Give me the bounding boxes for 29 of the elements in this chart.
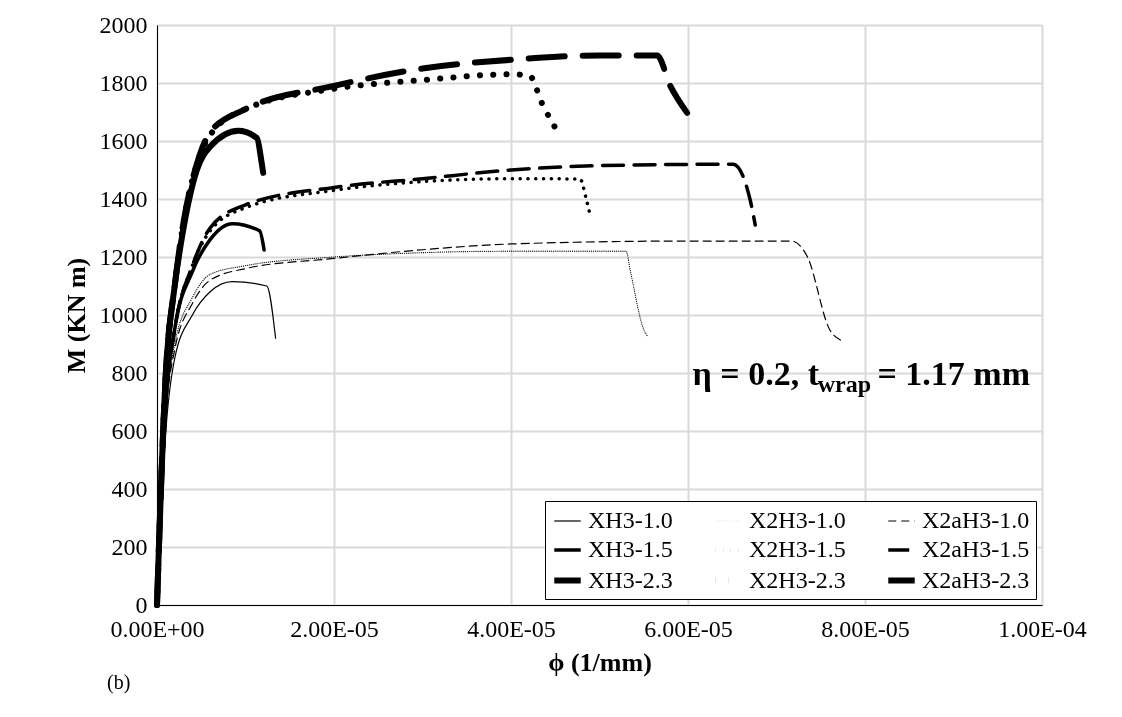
legend-label: X2aH3-2.3 (922, 566, 1030, 593)
legend-label: X2H3-1.0 (749, 507, 846, 533)
y-tick-label: 400 (111, 475, 148, 502)
legend-label: XH3-1.0 (588, 507, 673, 533)
y-tick-label: 1400 (99, 185, 148, 212)
x-tick-label: 6.00E-05 (644, 615, 733, 642)
x-tick-label: 8.00E-05 (821, 615, 910, 642)
x-tick-label: 4.00E-05 (467, 615, 556, 642)
y-tick-label: 0 (135, 591, 148, 618)
legend-label: X2aH3-1.5 (922, 536, 1030, 562)
x-tick-label: 0.00E+00 (110, 615, 205, 642)
legend-label: XH3-1.5 (588, 536, 673, 562)
y-tick-label: 1200 (99, 243, 148, 270)
legend-label: X2H3-2.3 (749, 566, 846, 593)
legend-label: XH3-2.3 (588, 566, 673, 593)
x-tick-label: 2.00E-05 (290, 615, 379, 642)
text: (b) (107, 671, 131, 694)
legend-label: X2H3-1.5 (749, 536, 846, 562)
x-tick-label: 1.00E-04 (998, 615, 1087, 642)
y-tick-label: 800 (111, 359, 148, 386)
y-tick-label: 600 (111, 417, 148, 444)
y-tick-label: 1800 (99, 69, 148, 96)
y-tick-label: 1600 (99, 127, 148, 154)
y-tick-label: 2000 (99, 11, 148, 38)
y-tick-label: 200 (111, 533, 148, 560)
y-tick-label: 1000 (99, 301, 148, 328)
y-axis-title: M (KN m) (61, 257, 91, 374)
legend-label: X2aH3-1.0 (922, 507, 1030, 533)
x-axis-title: ϕ (1/mm) (548, 647, 652, 677)
